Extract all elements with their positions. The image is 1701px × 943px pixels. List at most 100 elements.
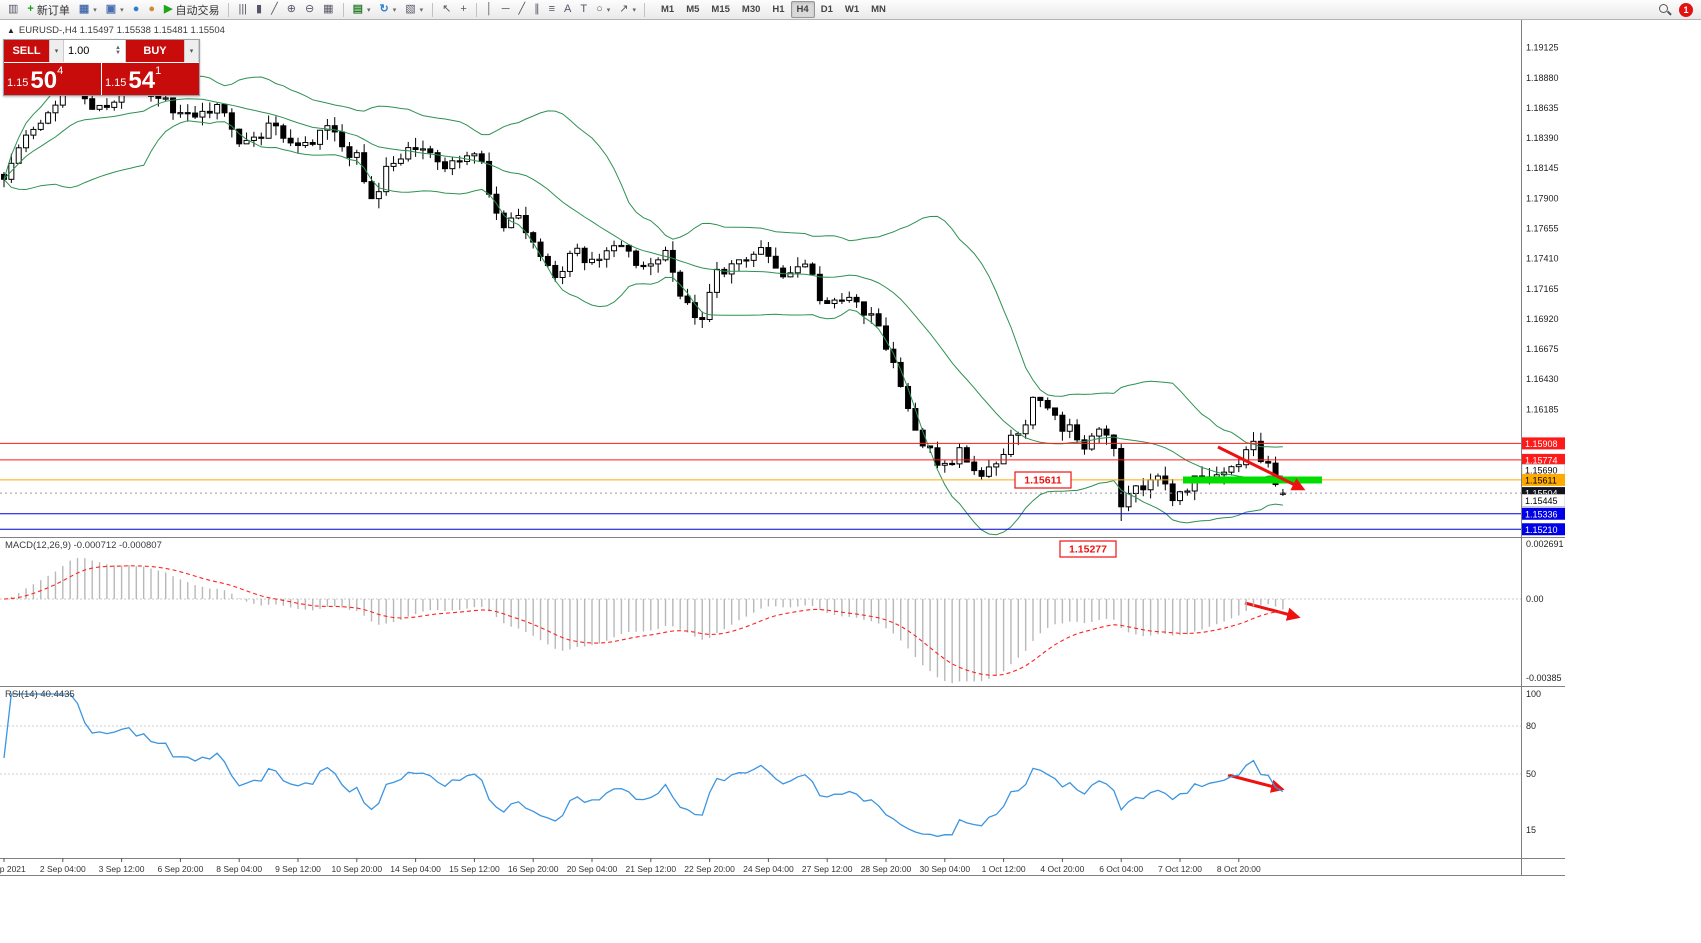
sell-price-pip: 4	[57, 65, 64, 77]
svg-text:-0.00385: -0.00385	[1526, 673, 1562, 683]
bollinger-bands	[3, 56, 1283, 536]
crosshair-icon[interactable]: +	[456, 1, 470, 18]
chevron-down-icon: ▾	[632, 6, 637, 14]
timeframe-mn[interactable]: MN	[871, 4, 886, 15]
timeframe-group: M1 M5 M15 M30 H1 H4 D1 W1 MN	[655, 1, 892, 18]
channel-icon[interactable]: ∥	[530, 1, 544, 18]
cursor-icon[interactable]: ↖	[438, 1, 455, 18]
svg-text:10 Sep 20:00: 10 Sep 20:00	[332, 864, 383, 874]
new-chart-icon: ▤	[352, 3, 363, 15]
svg-text:1.15336: 1.15336	[1525, 509, 1558, 519]
cursor-icon: ↖	[442, 3, 452, 15]
snapshot-icon: ▧	[405, 3, 416, 15]
price-badge-1.15336: 1.15336	[1522, 507, 1565, 520]
one-click-trade-panel: SELL ▾ 1.00 ▲ ▼ BUY ▾ 1.15 50 4 1.15 54 1	[3, 39, 200, 96]
svg-text:2 Sep 04:00: 2 Sep 04:00	[40, 864, 86, 874]
chart-window-icon[interactable]: ▥	[4, 1, 22, 18]
time-axis: 1 Sep 2021 2 Sep 04:00 3 Sep 12:00 6 Sep 20…	[0, 858, 1261, 874]
notification-badge[interactable]: 1	[1679, 2, 1693, 17]
text-icon[interactable]: A	[560, 1, 575, 18]
buy-options-caret[interactable]: ▾	[184, 40, 199, 62]
volume-input[interactable]: 1.00 ▲ ▼	[64, 40, 126, 62]
buy-price-button[interactable]: 1.15 54 1	[102, 63, 199, 95]
price-down-arrow[interactable]	[1217, 445, 1306, 491]
data-window-icon[interactable]: ●	[144, 1, 159, 18]
macd-axis: 0.002691 0.00 -0.00385	[1526, 539, 1564, 683]
svg-text:50: 50	[1526, 769, 1536, 779]
price-badge-1.15908: 1.15908	[1522, 437, 1565, 450]
trendline-icon[interactable]: ╱	[514, 1, 529, 18]
svg-text:20 Sep 04:00: 20 Sep 04:00	[567, 864, 618, 874]
price-badge-1.15611: 1.15611	[1522, 473, 1565, 486]
arrows-icon[interactable]: ↗ ▾	[615, 1, 640, 18]
buy-price-pip: 1	[155, 65, 162, 77]
macd-signal-line	[3, 565, 1283, 676]
search-icon[interactable]	[1659, 3, 1671, 16]
svg-text:1.15210: 1.15210	[1525, 525, 1558, 535]
fibonacci-icon[interactable]: ≡	[545, 1, 559, 18]
vertical-line-icon[interactable]: │	[482, 1, 497, 18]
timeframe-m5[interactable]: M5	[686, 4, 700, 15]
zoom-out-icon[interactable]: ⊖	[301, 1, 318, 18]
candle-chart-icon[interactable]: ▮	[252, 1, 266, 18]
rsi-label: RSI(14) 40.4435	[5, 689, 75, 700]
timeframe-m1[interactable]: M1	[661, 4, 675, 15]
toolbar-separator	[228, 2, 230, 17]
resistance-callout[interactable]: 1.15611	[1014, 471, 1072, 489]
profiles-dropdown-icon: ▣	[105, 3, 117, 15]
svg-text:1.17410: 1.17410	[1526, 254, 1559, 264]
autotrade-button[interactable]: ▶ 自动交易	[160, 1, 223, 18]
snapshot-icon[interactable]: ▧ ▾	[401, 1, 427, 18]
rsi-down-arrow[interactable]	[1227, 773, 1285, 793]
chevron-down-icon: ▾	[419, 6, 424, 14]
new-chart-icon[interactable]: ▤ ▾	[349, 1, 375, 18]
horizontal-line-icon[interactable]: ─	[498, 1, 514, 18]
chart-window-icon: ▥	[8, 3, 19, 15]
svg-text:1.15445: 1.15445	[1525, 496, 1558, 506]
timeframe-w1[interactable]: W1	[844, 4, 860, 15]
sell-price-big: 50	[30, 67, 58, 94]
timeframe-h4[interactable]: H4	[790, 1, 815, 18]
timeframe-h1[interactable]: H1	[772, 4, 785, 15]
tile-windows-icon[interactable]: ▦	[319, 1, 337, 18]
charts-dropdown-icon[interactable]: ▦ ▾	[75, 1, 101, 18]
svg-text:1.17655: 1.17655	[1526, 223, 1559, 233]
svg-text:1.17900: 1.17900	[1526, 193, 1559, 203]
profiles-dropdown-icon[interactable]: ▣ ▾	[102, 1, 128, 18]
svg-text:3 Sep 12:00: 3 Sep 12:00	[99, 864, 145, 874]
cycle-icon[interactable]: ↻ ▾	[376, 1, 401, 18]
market-watch-icon[interactable]: ●	[129, 1, 144, 18]
volume-stepper[interactable]: ▲ ▼	[115, 45, 121, 56]
sell-options-caret[interactable]: ▾	[49, 40, 64, 62]
quotes-collapse-icon[interactable]: ▲	[7, 26, 15, 35]
data-window-icon: ●	[148, 3, 155, 15]
sell-price-prefix: 1.15	[7, 77, 29, 89]
svg-text:1.18145: 1.18145	[1526, 163, 1559, 173]
toolbar-separator	[342, 2, 344, 17]
timeframe-m30[interactable]: M30	[741, 4, 761, 15]
svg-text:22 Sep 20:00: 22 Sep 20:00	[684, 864, 735, 874]
volume-value: 1.00	[68, 45, 90, 57]
chevron-down-icon: ▾	[120, 6, 124, 14]
zoom-in-icon[interactable]: ⊕	[283, 1, 300, 18]
support-callout[interactable]: 1.15277	[1059, 540, 1117, 558]
label-icon[interactable]: T	[576, 1, 591, 18]
autotrade-button: ▶	[164, 3, 173, 15]
top-toolbar: ▥ + 新订单 ▦ ▾ ▣ ▾ ● ● ▶ 自动交易 ||| ▮ ╱ ⊕ ⊖ ▦ ▤ ▾ ↻ ▾ ▧ ▾ ↖ + │ ─ ╱ ∥ ≡ A T ○…	[0, 0, 1701, 20]
svg-text:1 Oct 12:00: 1 Oct 12:00	[982, 864, 1026, 874]
chart-canvas[interactable]: 1.15611 1.15277 1.19125 1.18880 1.18635 1.183…	[0, 20, 1565, 876]
bar-chart-icon[interactable]: |||	[234, 1, 251, 18]
svg-text:1.15690: 1.15690	[1525, 466, 1558, 476]
svg-text:1.18635: 1.18635	[1526, 103, 1559, 113]
chevron-down-icon: ▾	[93, 6, 97, 14]
horizontal-levels[interactable]	[0, 442, 1521, 530]
svg-text:8 Oct 20:00: 8 Oct 20:00	[1217, 864, 1261, 874]
new-order-button[interactable]: + 新订单	[23, 1, 73, 18]
line-chart-icon[interactable]: ╱	[267, 1, 282, 18]
sell-price-button[interactable]: 1.15 50 4	[4, 63, 101, 95]
buy-button[interactable]: BUY	[126, 40, 184, 62]
sell-button[interactable]: SELL	[4, 40, 49, 62]
timeframe-d1[interactable]: D1	[820, 4, 833, 15]
timeframe-m15[interactable]: M15	[711, 4, 730, 15]
shapes-icon[interactable]: ○ ▾	[592, 1, 614, 18]
